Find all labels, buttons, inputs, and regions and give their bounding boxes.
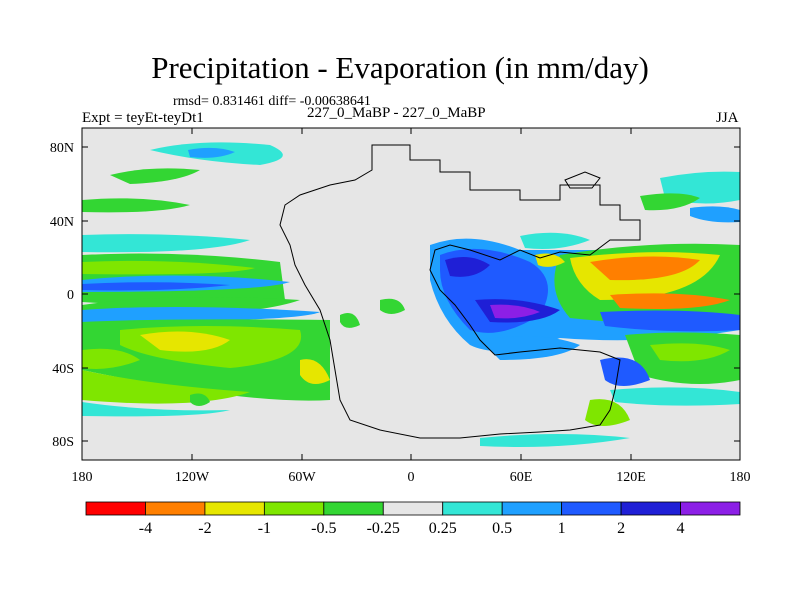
contour-positive (445, 256, 490, 277)
contour-negative (82, 370, 250, 404)
contour-negative (650, 343, 730, 362)
contour-positive (490, 304, 540, 319)
season-label: JJA (716, 110, 739, 126)
colorbar-label: 1 (558, 520, 566, 537)
colorbar-swatch (680, 501, 741, 516)
contour-negative (590, 256, 700, 281)
contour-negative (82, 260, 255, 275)
colorbar-swatch (204, 501, 265, 516)
lat-tick-label: 80N (50, 141, 74, 156)
colorbar-swatch (442, 501, 503, 516)
contour-negative (340, 312, 360, 328)
lon-tick-label: 180 (72, 470, 93, 485)
contour-negative (140, 331, 230, 352)
contour-positive (600, 310, 740, 332)
contour-positive (610, 387, 740, 406)
colorbar: -4 -2 -1 -0.5 -0.25 0.25 0.5 1 2 4 (85, 501, 741, 537)
colorbar-swatch (145, 501, 206, 516)
contour-positive (480, 434, 630, 447)
colorbar-swatch (501, 501, 563, 516)
colorbar-swatch (382, 501, 444, 516)
coastline (564, 171, 601, 189)
lat-axis (82, 146, 740, 442)
colorbar-label: -0.5 (311, 520, 336, 537)
chart-title: Precipitation - Evaporation (in mm/day) (151, 50, 649, 85)
comparison-label: 227_0_MaBP - 227_0_MaBP (307, 105, 486, 121)
contour-negative (190, 393, 210, 406)
contour-positive (82, 306, 320, 322)
colorbar-swatch (85, 501, 146, 516)
experiment-label: Expt = teyEt-teyDt1 (82, 110, 204, 126)
contour-positive (82, 282, 230, 291)
contour-negative (300, 359, 330, 384)
lon-tick-label: 60W (288, 470, 316, 485)
contour-negative (585, 399, 630, 426)
contour-negative (640, 193, 700, 211)
lat-tick-label: 80S (52, 435, 74, 450)
colorbar-swatch (323, 501, 384, 516)
contour-positive (690, 206, 740, 223)
colorbar-label: -0.25 (367, 520, 400, 537)
contour-positive (600, 357, 650, 386)
colorbar-label: 0.5 (492, 520, 512, 537)
lon-tick-label: 60E (510, 470, 533, 485)
colorbar-swatch (561, 501, 622, 516)
lat-tick-label: 40S (52, 362, 74, 377)
lon-tick-label: 120W (175, 470, 210, 485)
colorbar-label: -1 (258, 520, 271, 537)
colorbar-label: -2 (198, 520, 211, 537)
contour-negative (610, 293, 730, 309)
colorbar-label: -4 (139, 520, 152, 537)
contour-negative (82, 348, 140, 369)
lon-axis (191, 128, 632, 460)
contour-negative (380, 298, 405, 314)
stats-line: rmsd= 0.831461 diff= -0.00638641 (173, 94, 371, 109)
lat-tick-label: 0 (67, 288, 74, 303)
colorbar-swatch (263, 501, 325, 516)
colorbar-label: 0.25 (429, 520, 457, 537)
lon-tick-label: 120E (616, 470, 646, 485)
colorbar-label: 2 (617, 520, 625, 537)
lon-tick-label: 0 (408, 470, 415, 485)
lat-tick-label: 40N (50, 215, 74, 230)
coastline (279, 144, 641, 439)
contour-positive (82, 402, 230, 417)
contour-positive (188, 147, 235, 158)
colorbar-label: 4 (677, 520, 685, 537)
contour-positive (520, 232, 590, 249)
contour-negative (82, 198, 190, 213)
colorbar-swatch (620, 501, 681, 516)
field-contours (82, 142, 740, 447)
lon-tick-label: 180 (730, 470, 751, 485)
contour-positive (82, 234, 250, 253)
contour-negative (110, 168, 200, 184)
